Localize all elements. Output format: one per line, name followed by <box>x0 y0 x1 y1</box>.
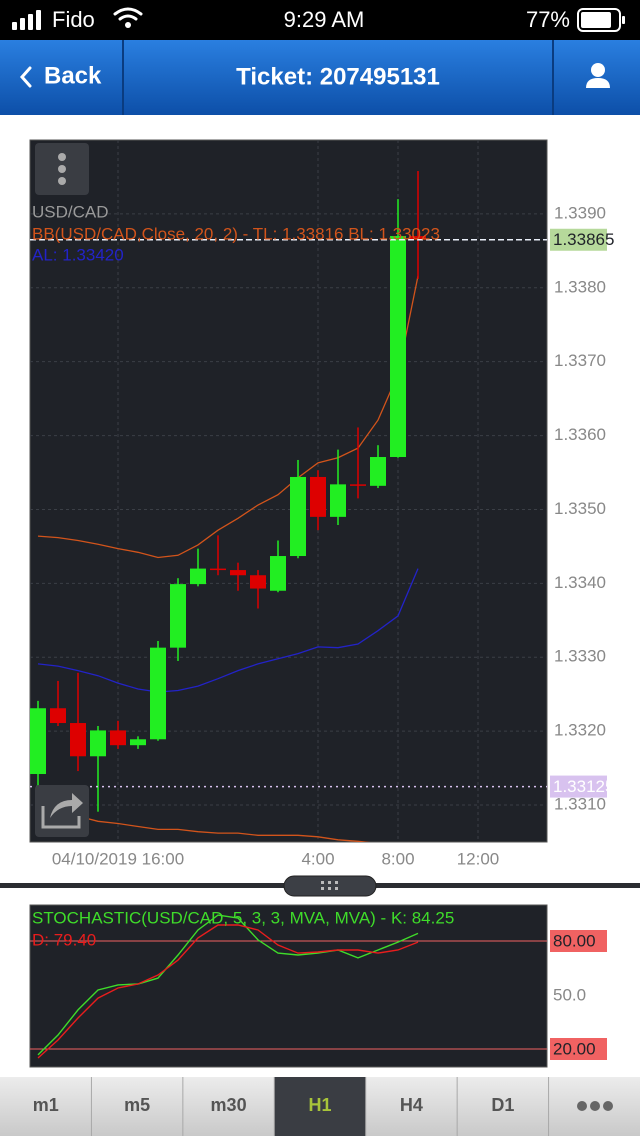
candle-body <box>270 556 286 591</box>
candle-body <box>90 730 106 757</box>
series-line <box>37 924 419 1059</box>
menu-button[interactable] <box>35 143 89 195</box>
back-button[interactable]: Back <box>19 62 102 89</box>
candle-body <box>410 236 426 240</box>
signal-icon <box>12 10 41 30</box>
candle-body <box>250 575 266 589</box>
x-tick-label: 4:00 <box>301 849 334 868</box>
indicator-plot <box>37 914 419 1059</box>
candle-body <box>370 457 386 486</box>
y-tick-label: 80.00 <box>553 931 596 950</box>
indicator-levels <box>30 940 547 1050</box>
candle-body <box>230 570 246 576</box>
y-tick-label: 1.3340 <box>554 573 606 592</box>
indicator-line <box>37 800 371 842</box>
y-tick-label: 1.3350 <box>554 499 606 518</box>
wifi-dot <box>125 22 131 28</box>
battery-cap <box>622 16 625 24</box>
carrier: Fido <box>52 7 95 32</box>
candle-body <box>30 708 46 775</box>
x-tick-label: 12:00 <box>457 849 500 868</box>
overlay: 1.3310 1.3320 1.3330 1.3340 1.3350 1.3360 1.33… <box>30 202 614 868</box>
legend-entry: AL: 1.33420 <box>32 245 124 264</box>
candle-body <box>390 236 406 458</box>
candle-body <box>210 568 226 571</box>
y-tick-label: 1.3390 <box>554 203 606 222</box>
price-label-box <box>550 228 607 251</box>
tab[interactable]: m30 <box>211 1095 247 1115</box>
nav-title: Ticket: 207495131 <box>236 63 440 90</box>
price-label: 1.33865 <box>553 230 614 249</box>
y-tick-label: 20.00 <box>553 1039 596 1058</box>
legend-entry: STOCHASTIC(USD/CAD, 5, 3, 3, MVA, MVA) -… <box>32 908 454 927</box>
candle-body <box>310 476 326 517</box>
tab[interactable]: D1 <box>491 1095 514 1115</box>
candle-body <box>70 723 86 757</box>
candle-body <box>330 484 346 517</box>
y-tick-label: 1.3320 <box>554 721 606 740</box>
nav-bar <box>0 40 640 115</box>
status-bar <box>0 0 640 40</box>
series-line <box>37 914 419 1056</box>
battery-percent: 77% <box>526 7 570 32</box>
candle-body <box>130 739 146 746</box>
level-label-box <box>550 1038 607 1060</box>
legend-entry: BB(USD/CAD,Close, 20, 2) - TL: 1.33816 B… <box>32 224 440 243</box>
price-label-box <box>550 775 607 798</box>
tab[interactable]: H1 <box>308 1095 331 1115</box>
tab-selected-bg <box>274 1077 366 1136</box>
indicator-overlay: 80.00 50.0 20.00 STOCHASTIC(USD/CAD, 5, 3, … <box>32 908 607 1060</box>
candle-body <box>110 730 126 746</box>
y-tick-label: 1.3360 <box>554 425 606 444</box>
timeframe-tabs: m1 m5 m30 H1 H4 D1 <box>33 1077 550 1136</box>
candle-body <box>170 584 186 648</box>
wifi-icon <box>113 7 143 21</box>
plot-area <box>30 171 426 842</box>
x-tick-label: 04/10/2019 16:00 <box>52 849 184 868</box>
candle-body <box>150 647 166 740</box>
clock: 9:29 AM <box>284 7 365 32</box>
more-button[interactable] <box>577 1101 613 1111</box>
x-tick-label: 8:00 <box>381 849 414 868</box>
share-button[interactable] <box>35 785 89 837</box>
battery-level <box>581 12 611 28</box>
y-tick-label: 1.3310 <box>554 795 606 814</box>
tab[interactable]: H4 <box>400 1095 423 1115</box>
tab[interactable]: m5 <box>124 1095 150 1115</box>
price-label: 1.33125 <box>553 777 614 796</box>
y-tick-label: 50.0 <box>553 985 586 1004</box>
candle-body <box>350 484 366 486</box>
back-chevron <box>19 66 32 88</box>
indicator-line <box>37 568 419 693</box>
y-tick-label: 1.3370 <box>554 351 606 370</box>
chart-title: USD/CAD <box>32 202 109 221</box>
candle-body <box>290 476 306 557</box>
back-label[interactable]: Back <box>44 62 102 89</box>
y-tick-label: 1.3380 <box>554 277 606 296</box>
user-button[interactable] <box>586 63 610 88</box>
indicator-line <box>37 275 419 559</box>
level-label-box <box>550 930 607 952</box>
candle-body <box>190 568 206 585</box>
legend-entry: D: 79.40 <box>32 930 96 949</box>
indicator-panel <box>29 904 548 1068</box>
battery-outline <box>577 8 621 32</box>
y-tick-label: 1.3330 <box>554 647 606 666</box>
chart-panel <box>29 139 548 843</box>
tab[interactable]: m1 <box>33 1095 59 1115</box>
resize-handle[interactable] <box>283 875 377 897</box>
candle-body <box>50 708 66 724</box>
